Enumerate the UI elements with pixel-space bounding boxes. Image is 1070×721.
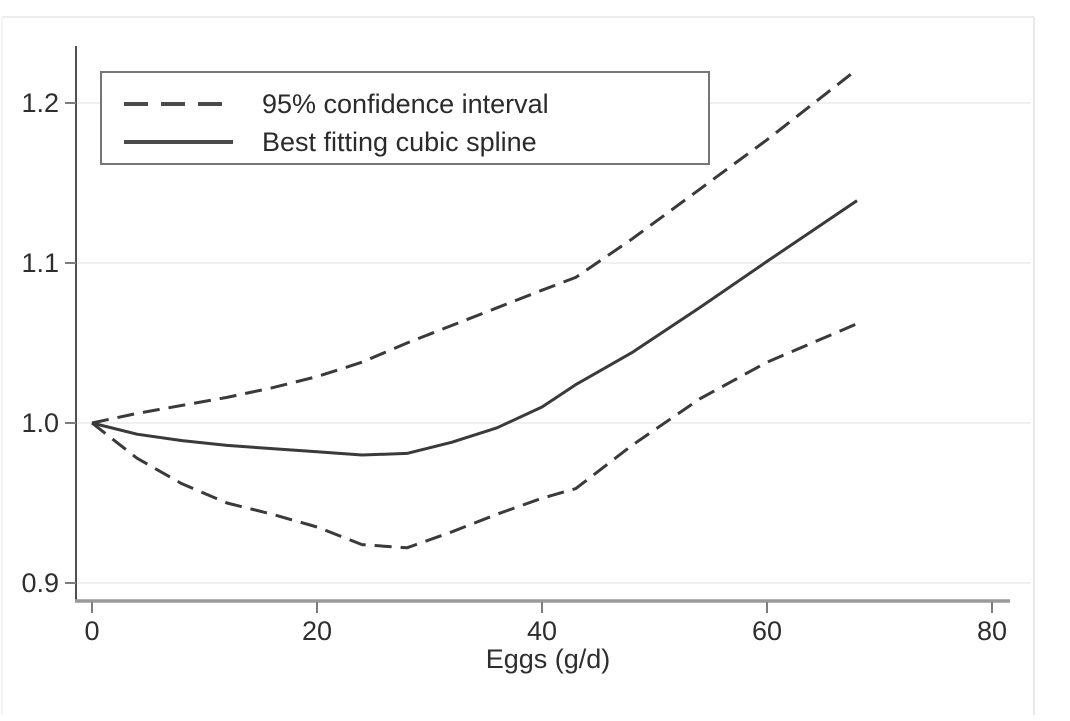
legend-label-ci: 95% confidence interval bbox=[262, 89, 549, 119]
y-tick-label: 1.0 bbox=[21, 408, 59, 438]
legend-box bbox=[100, 71, 710, 165]
axes bbox=[75, 46, 1010, 603]
curve-upper-ci bbox=[91, 68, 858, 425]
curve-spline bbox=[91, 199, 858, 457]
gridlines bbox=[77, 102, 1031, 584]
x-axis-title: Eggs (g/d) bbox=[486, 644, 611, 674]
x-tick-label: 20 bbox=[302, 616, 332, 646]
y-tick-label: 1.2 bbox=[21, 88, 59, 118]
curves bbox=[91, 68, 858, 550]
x-ticks: 0 20 40 60 80 bbox=[84, 602, 1007, 646]
curve-lower-ci bbox=[91, 322, 858, 550]
x-tick-label: 0 bbox=[84, 616, 99, 646]
y-tick-label: 1.1 bbox=[21, 248, 59, 278]
x-tick-label: 60 bbox=[752, 616, 782, 646]
x-tick-label: 80 bbox=[977, 616, 1007, 646]
x-tick-label: 40 bbox=[527, 616, 557, 646]
y-ticks: 0.9 1.0 1.1 1.2 bbox=[21, 88, 76, 598]
figure-frame bbox=[1, 16, 1035, 715]
legend: 95% confidence interval Best fitting cub… bbox=[100, 71, 710, 165]
legend-label-spline: Best fitting cubic spline bbox=[262, 127, 537, 157]
y-tick-label: 0.9 bbox=[21, 568, 59, 598]
